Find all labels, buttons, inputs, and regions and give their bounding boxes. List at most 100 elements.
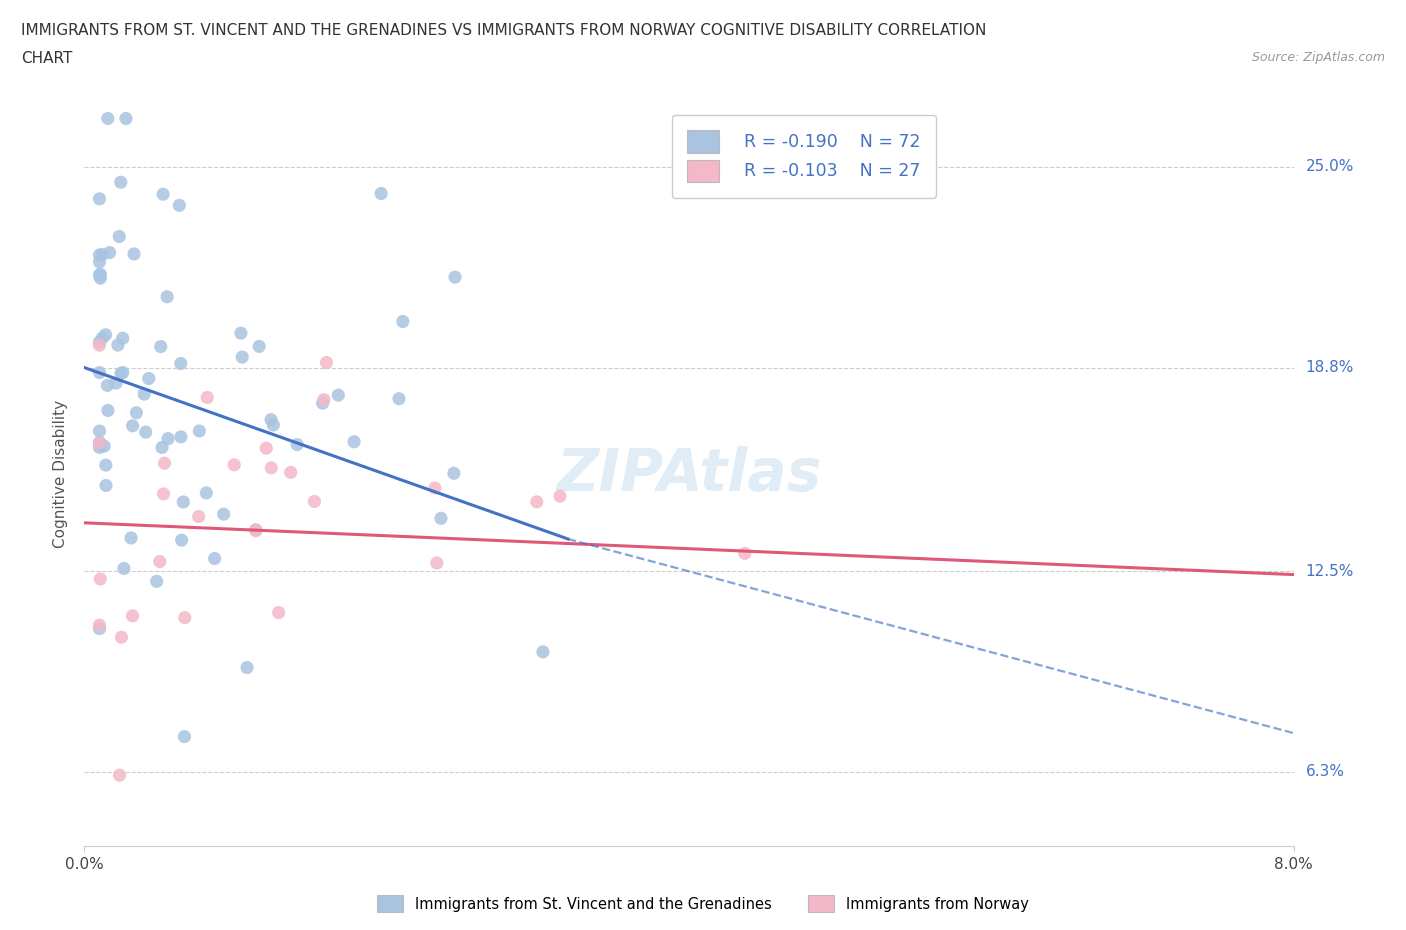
Point [156,289,179,304]
Text: 18.8%: 18.8% [1306,360,1354,375]
Point [89,255,111,270]
Point [89,338,111,352]
Point [108,229,131,244]
Point [115,111,138,126]
Point [89,618,111,632]
Point [229,326,252,340]
Point [120,530,142,545]
Point [121,418,143,433]
Point [157,432,180,446]
Point [89,365,111,380]
Point [89,435,111,450]
Point [370,186,392,201]
Point [187,509,209,524]
Point [260,412,283,427]
Point [107,338,129,352]
Point [89,440,111,455]
Point [105,376,128,391]
Point [426,555,449,570]
Point [145,574,167,589]
Point [304,494,326,509]
Point [134,387,156,402]
Point [531,644,554,659]
Point [153,456,176,471]
Point [110,175,132,190]
Point [236,660,259,675]
Point [170,533,193,548]
Point [315,355,337,370]
Point [89,572,111,587]
Point [195,485,218,500]
Text: CHART: CHART [21,51,73,66]
Point [212,507,235,522]
Point [443,466,465,481]
Point [169,198,191,213]
Point [392,314,415,329]
Point [224,458,246,472]
Point [430,511,453,525]
Text: ZIPAtlas: ZIPAtlas [557,445,821,503]
Point [138,371,160,386]
Point [245,524,267,538]
Point [280,465,302,480]
Point [423,481,446,496]
Point [91,247,114,262]
Point [89,335,111,350]
Point [149,339,172,354]
Point [343,434,366,449]
Legend: Immigrants from St. Vincent and the Grenadines, Immigrants from Norway: Immigrants from St. Vincent and the Gren… [371,890,1035,918]
Point [173,729,195,744]
Point [152,187,174,202]
Point [89,271,111,286]
Point [94,327,117,342]
Point [311,395,333,410]
Point [170,430,193,445]
Point [122,246,145,261]
Point [150,440,173,455]
Point [204,551,226,566]
Point [93,439,115,454]
Point [89,247,111,262]
Point [89,424,111,439]
Point [247,339,270,353]
Point [112,561,135,576]
Point [254,441,277,456]
Point [548,489,571,504]
Point [195,390,218,405]
Point [91,330,114,345]
Text: 25.0%: 25.0% [1306,160,1354,175]
Point [285,437,308,452]
Point [526,495,548,510]
Point [89,268,111,283]
Point [267,605,290,620]
Point [149,554,172,569]
Point [245,523,267,538]
Text: 12.5%: 12.5% [1306,564,1354,578]
Point [94,458,117,472]
Point [111,365,134,380]
Point [328,388,350,403]
Text: IMMIGRANTS FROM ST. VINCENT AND THE GRENADINES VS IMMIGRANTS FROM NORWAY COGNITI: IMMIGRANTS FROM ST. VINCENT AND THE GREN… [21,23,987,38]
Point [188,423,211,438]
Point [89,621,111,636]
Point [108,767,131,782]
Point [97,403,120,418]
Legend:   R = -0.190    N = 72,   R = -0.103    N = 27: R = -0.190 N = 72, R = -0.103 N = 27 [672,114,936,197]
Point [173,610,195,625]
Point [312,392,335,407]
Point [111,331,134,346]
Point [260,460,283,475]
Point [121,608,143,623]
Point [135,425,157,440]
Point [110,630,132,644]
Point [388,392,411,406]
Y-axis label: Cognitive Disability: Cognitive Disability [53,400,69,549]
Point [262,418,284,432]
Point [170,356,193,371]
Point [125,405,148,420]
Point [231,350,253,365]
Point [444,270,467,285]
Point [97,111,120,126]
Point [89,267,111,282]
Point [89,435,111,450]
